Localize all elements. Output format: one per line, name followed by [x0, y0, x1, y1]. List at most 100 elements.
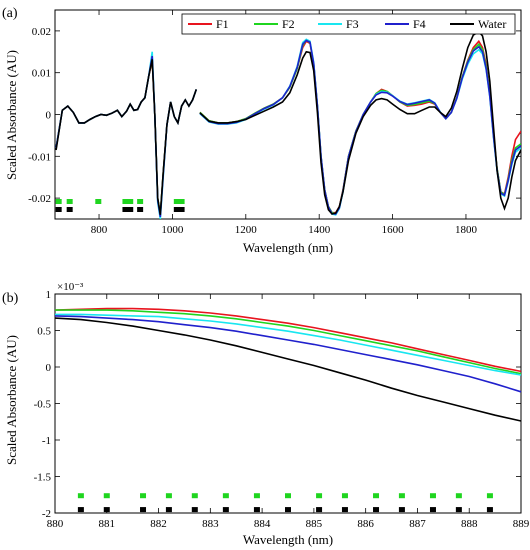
panel-a-label: (a) [2, 6, 18, 21]
panel-a-marker-upper [66, 199, 73, 204]
panel-b-marker-upper [486, 493, 493, 499]
panel-b-series-lines [54, 307, 522, 422]
panel-b-series-f2-line [55, 309, 522, 375]
panel-b-x-tick-label: 882 [150, 518, 167, 530]
panel-a-x-tick-label: 1000 [161, 224, 184, 236]
panel-b-marker-upper [140, 493, 147, 499]
panel-a-marker-upper [137, 199, 144, 204]
panel-a-marker-upper [55, 199, 62, 204]
panel-b-x-tick-label: 881 [99, 518, 116, 530]
panel-b-y-tick-label: 1 [46, 289, 52, 301]
panel-b-marker-lower [253, 507, 260, 513]
panel-a-marker-upper [173, 199, 180, 204]
panel-a-y-tick-label: 0 [46, 110, 52, 122]
panel-a-marker-upper [95, 199, 102, 204]
panel-b-marker-upper [429, 493, 436, 499]
panel-a-marker-lower [66, 207, 73, 212]
panel-b-marker-lower [373, 507, 380, 513]
panel-b-series-f4-line [54, 315, 522, 393]
panel-b-marker-upper [285, 493, 291, 499]
panel-b-x-axis-label: Wavelength (nm) [243, 532, 333, 547]
panel-a-marker-upper [127, 199, 134, 204]
panel-b-marker-upper [222, 493, 229, 499]
panel-b-marker-upper [341, 493, 348, 499]
panel-a-x-tick-label: 1600 [382, 224, 405, 236]
panel-b-y-axis-label: Scaled Absorbance (AU) [4, 335, 19, 465]
panel-b: (b) ×10⁻³ 880 881 882 883 884 885 886 887 888 889… [2, 281, 530, 547]
panel-a-x-tick-label: 1400 [308, 224, 331, 236]
panel-b-marker-upper [77, 493, 84, 499]
panel-a-series-water-line [55, 59, 198, 215]
panel-a-marker-lower [127, 207, 134, 212]
panel-b-marker-lower [191, 507, 198, 513]
panel-b-marker-lower [165, 507, 172, 513]
panel-a-series-lines [55, 30, 521, 219]
panel-a-y-tick-label: 0.01 [32, 68, 51, 80]
panel-b-marker-upper [316, 493, 323, 499]
panel-b-marker-upper [103, 493, 110, 499]
panel-a-legend: F1 F2 F3 F4 Water [181, 13, 516, 35]
panel-b-x-tick-label: 888 [461, 518, 478, 530]
panel-b-y-tick-label: 0 [46, 362, 52, 374]
panel-b-series-water-line [54, 317, 522, 422]
panel-b-marker-upper [373, 493, 380, 499]
panel-b-y-tick-label: -1 [42, 435, 51, 447]
legend-label-f1: F1 [216, 17, 229, 31]
panel-a-x-axis-label: Wavelength (nm) [243, 240, 333, 255]
panel-b-x-tick-label: 883 [202, 518, 219, 530]
panel-b-y-tick-label: -0.5 [34, 399, 52, 411]
panel-b-marker-upper [455, 493, 462, 499]
panel-a-y-tick-label: -0.01 [28, 151, 51, 163]
panel-b-y-tick-label: -1.5 [34, 472, 52, 484]
panel-b-y-tick-label: 0.5 [37, 326, 51, 338]
panel-b-x-tick-label: 885 [306, 518, 323, 530]
panel-b-x-tick-label: 887 [409, 518, 426, 530]
legend-label-water: Water [478, 17, 506, 31]
panel-a-series-water-line [199, 30, 521, 215]
panel-b-label: (b) [2, 291, 19, 306]
panel-a-marker-lower [122, 207, 129, 212]
panel-b-x-tick-label: 884 [254, 518, 271, 530]
panel-b-marker-upper [253, 493, 260, 499]
legend-label-f2: F2 [282, 17, 295, 31]
panel-b-y-multiplier: ×10⁻³ [57, 281, 84, 293]
panel-b-marker-lower [285, 507, 291, 513]
panel-b-series-f3-line [55, 313, 522, 376]
panel-a-x-tick-label: 1800 [455, 224, 478, 236]
legend-label-f3: F3 [346, 17, 359, 31]
panel-a: (a) 800 1000 1200 1400 1600 1800 -0.02 -0.01 0 0.… [2, 6, 522, 255]
panel-a-x-tick-label: 1200 [235, 224, 258, 236]
panel-b-x-tick-label: 880 [47, 518, 64, 530]
panel-b-marker-lower [398, 507, 405, 513]
panel-a-markers [55, 199, 185, 212]
panel-a-y-axis-label: Scaled Absorbance (AU) [4, 50, 19, 180]
panel-b-marker-lower [486, 507, 493, 513]
panel-a-y-tick-label: -0.02 [28, 193, 51, 205]
panel-b-x-tick-label: 889 [513, 518, 530, 530]
panel-b-marker-upper [191, 493, 198, 499]
panel-b-x-tick-label: 886 [357, 518, 374, 530]
panel-a-ticks: 800 1000 1200 1400 1600 1800 -0.02 -0.01 0 0.01 0.… [28, 10, 521, 236]
panel-b-marker-lower [222, 507, 229, 513]
panel-b-marker-lower [341, 507, 348, 513]
panel-b-ticks: 880 881 882 883 884 885 886 887 888 889 -2 -1.5 -1 -0… [34, 289, 530, 530]
panel-a-y-tick-label: 0.02 [32, 26, 51, 38]
panel-a-marker-lower [55, 207, 62, 212]
panel-b-marker-lower [455, 507, 462, 513]
panel-a-marker-upper [178, 199, 185, 204]
panel-b-y-tick-label: -2 [42, 508, 51, 520]
panel-b-marker-lower [429, 507, 436, 513]
panel-b-marker-lower [77, 507, 84, 513]
legend-box [181, 13, 516, 35]
panel-a-series-f4-line [199, 39, 521, 215]
panel-a-marker-lower [137, 207, 144, 212]
panel-a-x-tick-label: 800 [91, 224, 108, 236]
panel-b-marker-lower [316, 507, 323, 513]
panel-b-marker-upper [398, 493, 405, 499]
legend-label-f4: F4 [413, 17, 426, 31]
panel-a-marker-lower [173, 207, 180, 212]
panel-a-plot-area [54, 9, 522, 220]
panel-a-marker-upper [122, 199, 129, 204]
panel-a-marker-lower [178, 207, 185, 212]
